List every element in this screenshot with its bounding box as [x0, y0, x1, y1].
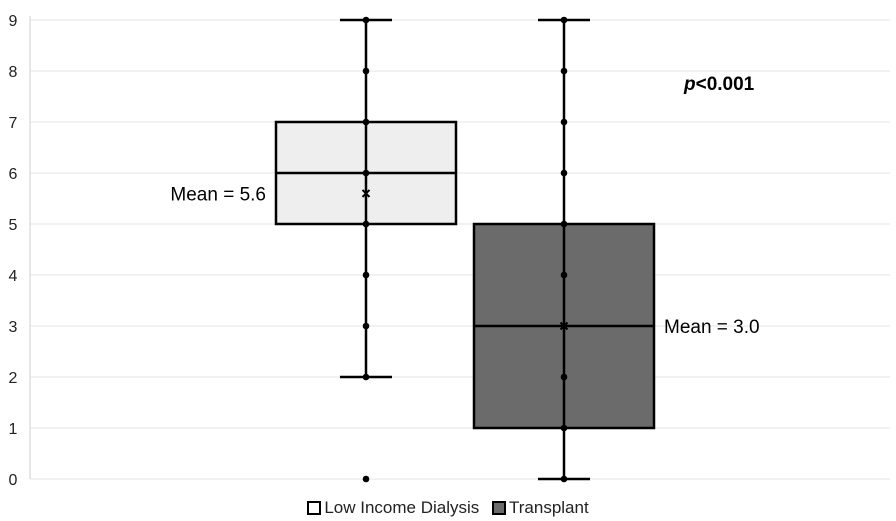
- y-tick-label-1: 1: [9, 421, 18, 438]
- y-tick-label-9: 9: [9, 13, 18, 30]
- box-low-income-dialysis: [274, 16, 458, 483]
- data-point-transplant-5: [560, 169, 568, 177]
- data-point-low-income-dialysis-0: [362, 475, 370, 483]
- mean-label-transplant: Mean = 3.0: [664, 317, 760, 338]
- y-tick-label-3: 3: [9, 319, 18, 336]
- data-point-low-income-dialysis-5: [362, 169, 370, 177]
- mean-marker-low-income-dialysis: [361, 189, 371, 198]
- y-tick-label-5: 5: [9, 217, 18, 234]
- mean-marker-stroke-b-transplant: [559, 321, 569, 331]
- data-point-transplant-4: [560, 220, 568, 228]
- box-series: [274, 16, 656, 483]
- data-point-transplant-7: [560, 67, 568, 75]
- legend-item-transplant: Transplant: [492, 498, 589, 518]
- y-tick-label-2: 2: [9, 370, 18, 387]
- data-point-transplant-1: [560, 424, 568, 432]
- legend: Low Income Dialysis Transplant: [0, 498, 896, 520]
- legend-label-transplant: Transplant: [509, 498, 589, 517]
- data-point-low-income-dialysis-8: [362, 16, 370, 24]
- box-plot-chart: 0 1 2 3 4 5 6 7 8 9 Mean = 5.6 Mean = 3.0 p<0.001: [9, 13, 890, 489]
- data-point-transplant-0: [560, 475, 568, 483]
- data-point-low-income-dialysis-3: [362, 271, 370, 279]
- mean-marker-transplant: [559, 321, 569, 331]
- data-point-transplant-6: [560, 118, 568, 126]
- y-tick-label-8: 8: [9, 64, 18, 81]
- data-point-low-income-dialysis-2: [362, 322, 370, 330]
- y-axis: 0 1 2 3 4 5 6 7 8 9: [9, 13, 31, 489]
- legend-item-low-income-dialysis: Low Income Dialysis: [307, 498, 479, 518]
- y-tick-label-0: 0: [9, 472, 18, 489]
- box-transplant: [472, 16, 656, 483]
- y-tick-label-4: 4: [9, 268, 18, 285]
- legend-swatch-transplant: [492, 501, 506, 515]
- data-point-low-income-dialysis-7: [362, 67, 370, 75]
- p-value-threshold: <0.001: [696, 74, 755, 95]
- p-value-italic: p: [683, 74, 696, 95]
- legend-swatch-low-income-dialysis: [307, 501, 322, 515]
- data-point-low-income-dialysis-4: [362, 220, 370, 228]
- legend-label-low-income-dialysis: Low Income Dialysis: [324, 498, 480, 517]
- data-point-low-income-dialysis-6: [362, 118, 370, 126]
- mean-label-low-income-dialysis: Mean = 5.6: [170, 184, 266, 205]
- gridlines: [30, 19, 890, 480]
- mean-marker-stroke-b-low-income-dialysis: [361, 189, 371, 198]
- annotations: Mean = 5.6 Mean = 3.0 p<0.001: [170, 74, 759, 338]
- p-value-annotation: p<0.001: [683, 74, 755, 95]
- data-point-transplant-2: [560, 373, 568, 381]
- y-tick-label-6: 6: [9, 166, 18, 183]
- y-tick-label-7: 7: [9, 115, 18, 132]
- data-point-transplant-8: [560, 16, 568, 24]
- data-point-low-income-dialysis-1: [362, 373, 370, 381]
- data-point-transplant-3: [560, 271, 568, 279]
